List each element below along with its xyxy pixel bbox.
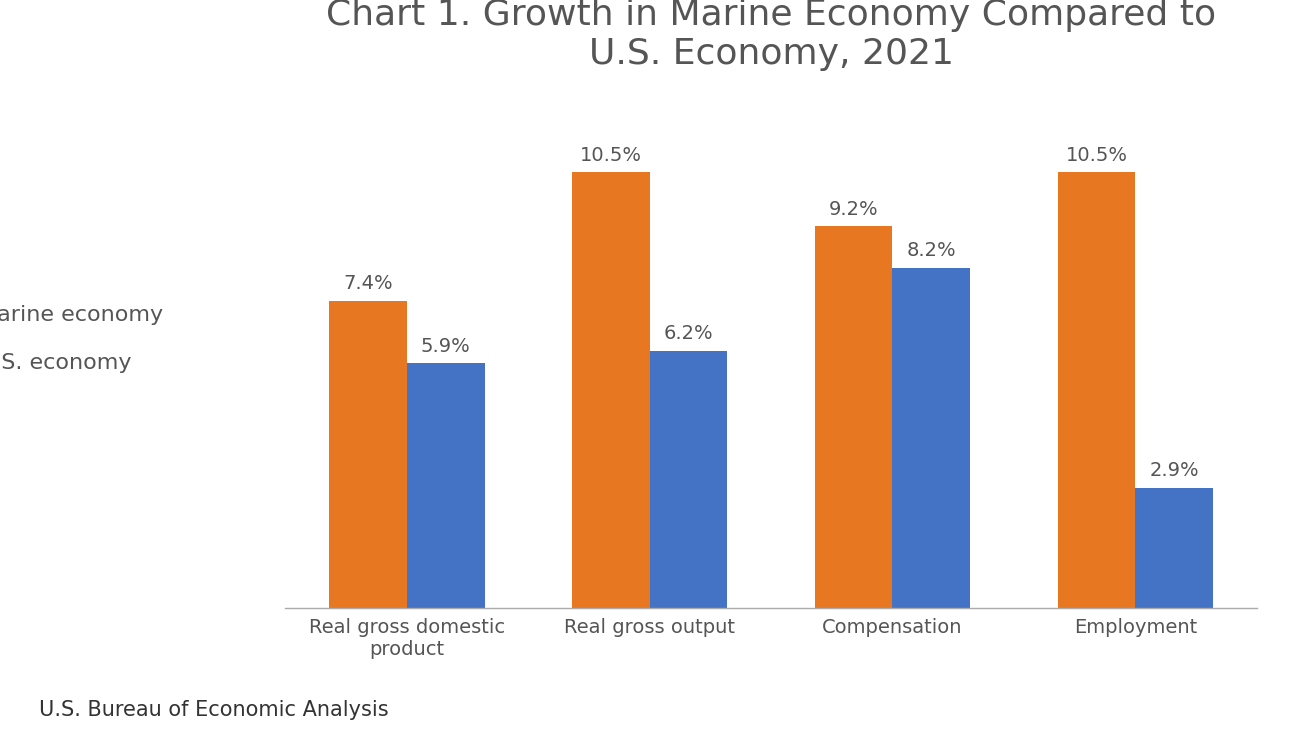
Title: Chart 1. Growth in Marine Economy Compared to
U.S. Economy, 2021: Chart 1. Growth in Marine Economy Compar… xyxy=(327,0,1216,71)
Bar xyxy=(815,226,893,608)
Text: U.S. Bureau of Economic Analysis: U.S. Bureau of Economic Analysis xyxy=(39,700,389,720)
Bar xyxy=(329,301,407,608)
Text: 7.4%: 7.4% xyxy=(343,275,393,294)
Bar xyxy=(1135,488,1213,608)
Legend: Marine economy, U.S. economy: Marine economy, U.S. economy xyxy=(0,292,174,384)
Bar xyxy=(407,364,485,608)
Bar xyxy=(649,351,727,608)
Text: 10.5%: 10.5% xyxy=(1065,145,1128,165)
Text: 10.5%: 10.5% xyxy=(579,145,642,165)
Bar xyxy=(893,268,971,608)
Text: 2.9%: 2.9% xyxy=(1150,462,1199,481)
Bar xyxy=(1058,172,1135,608)
Bar xyxy=(572,172,649,608)
Text: 6.2%: 6.2% xyxy=(664,324,713,344)
Text: 8.2%: 8.2% xyxy=(906,241,956,260)
Text: 5.9%: 5.9% xyxy=(421,337,470,356)
Text: 9.2%: 9.2% xyxy=(829,200,879,219)
